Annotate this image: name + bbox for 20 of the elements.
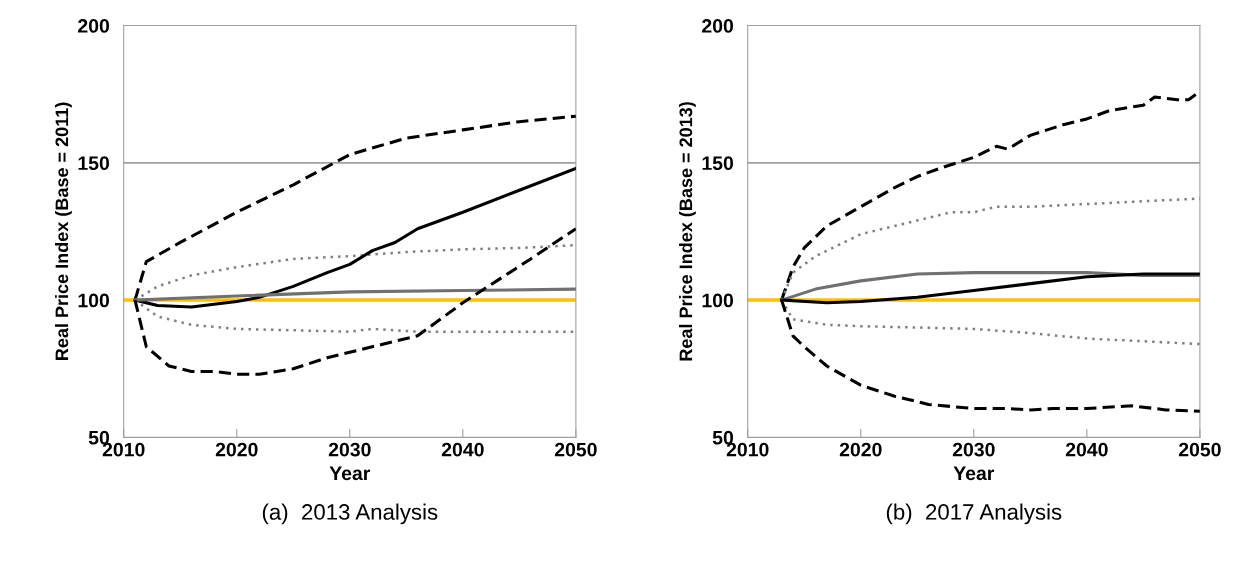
y-tick-label: 100 <box>78 293 110 308</box>
x-tick-label: 2040 <box>441 442 484 457</box>
y-tick-label: 150 <box>702 156 734 171</box>
y-tick-label: 100 <box>702 293 734 308</box>
x-tick-label: 2050 <box>1178 442 1221 457</box>
y-tick-label: 200 <box>702 19 734 33</box>
text: (a) 2013 Analysis <box>262 503 438 525</box>
y-axis-title: Real Price Index (Base = 2011) <box>54 102 72 360</box>
x-axis-title: Year <box>953 466 995 481</box>
y-axis-title: Real Price Index (Base = 2013) <box>678 102 696 361</box>
y-tick-label: 200 <box>78 19 110 33</box>
x-tick-label: 2040 <box>1065 442 1108 457</box>
x-tick-label: 2030 <box>328 442 371 457</box>
x-axis-title: Year <box>329 466 371 481</box>
x-tick-label: 2050 <box>554 442 597 457</box>
x-tick-label: 2020 <box>839 442 882 457</box>
text: (b) 2017 Analysis <box>886 503 1062 525</box>
x-tick-label: 2030 <box>952 442 995 457</box>
y-tick-label: 150 <box>78 156 110 171</box>
x-tick-label: 2020 <box>215 442 258 457</box>
